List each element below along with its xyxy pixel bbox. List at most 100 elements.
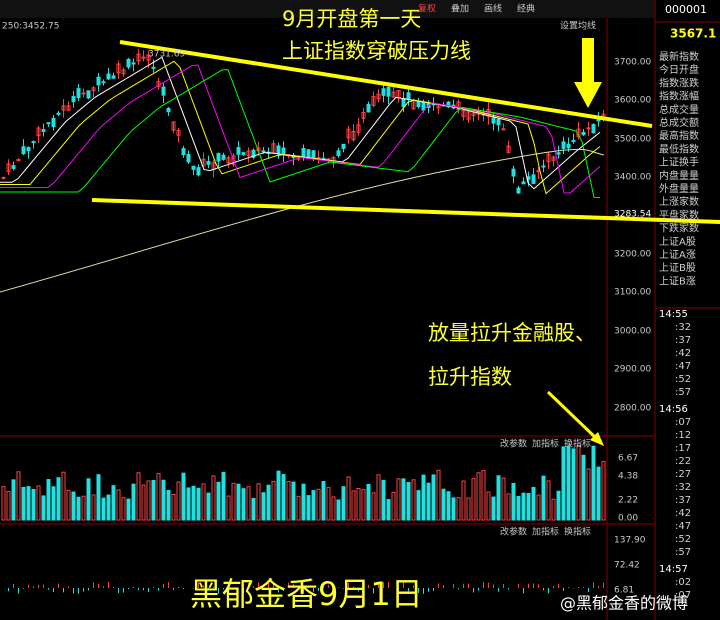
candle <box>356 124 361 133</box>
volume-bar <box>366 483 371 521</box>
tool: 改参数 <box>500 526 527 538</box>
candle <box>56 112 61 115</box>
axis-label: 3100.00 <box>614 288 651 298</box>
ma-line <box>0 148 605 293</box>
axis-label: 2.22 <box>618 496 638 506</box>
volume-bar <box>66 489 71 521</box>
volume-bar <box>171 493 176 521</box>
candle <box>181 148 186 156</box>
axis-label: 3000.00 <box>614 327 651 337</box>
volume-bar <box>526 492 531 521</box>
tool: 加指标 <box>532 526 559 538</box>
volume-bar <box>96 474 101 521</box>
tick-time: :42 <box>675 348 691 359</box>
candle <box>281 147 286 155</box>
volume-bar <box>241 488 246 521</box>
candle <box>136 53 141 62</box>
tick-time: :07 <box>675 590 691 601</box>
volume-bar <box>316 488 321 521</box>
volume-bar <box>406 482 411 521</box>
candle <box>231 155 236 165</box>
support-line <box>91 198 720 224</box>
tick-time: :57 <box>675 387 691 398</box>
annotation: 9月开盘第一天 <box>282 7 421 31</box>
volume-bar <box>416 490 421 521</box>
candle <box>571 139 576 143</box>
volume-bar <box>126 498 131 521</box>
volume-bar <box>556 490 561 521</box>
field: 最新指数 <box>659 50 699 63</box>
candle <box>111 75 116 79</box>
volume-bar <box>481 470 486 521</box>
candle <box>446 101 451 108</box>
candle <box>81 92 86 95</box>
volume-bar <box>511 482 516 521</box>
candle <box>391 91 396 98</box>
volume-bar <box>321 481 326 521</box>
candle <box>46 122 51 125</box>
candle <box>366 104 371 113</box>
volume-bar <box>401 478 406 521</box>
tick-time: :52 <box>675 534 691 545</box>
candle <box>221 154 226 160</box>
candle <box>276 145 281 154</box>
volume-bar <box>121 497 126 521</box>
volume-bar <box>591 445 596 521</box>
axis-label: 3400.00 <box>614 173 651 183</box>
candle <box>86 90 91 99</box>
price: 3567.1 <box>670 27 716 41</box>
volume-bar <box>546 480 551 521</box>
volume-bar <box>521 492 526 521</box>
resistance-line <box>119 40 653 128</box>
field: 上证A涨 <box>659 249 696 261</box>
candle <box>106 73 111 80</box>
candle <box>51 117 56 128</box>
volume-bar <box>151 479 156 521</box>
volume-bar <box>21 486 26 521</box>
field: 上证B涨 <box>659 275 696 287</box>
candle <box>11 165 16 169</box>
candle <box>311 150 316 159</box>
candle <box>161 86 166 96</box>
volume-bar <box>11 479 16 521</box>
volume-bar <box>431 474 436 521</box>
candle <box>596 119 601 122</box>
candle <box>121 69 126 75</box>
volume-bar <box>296 495 301 521</box>
volume-bar <box>371 492 376 521</box>
candle <box>336 150 341 157</box>
axis-label: 3200.00 <box>614 250 651 260</box>
candle <box>156 81 161 87</box>
axis-label: 2900.00 <box>614 365 651 375</box>
candle <box>191 165 196 170</box>
candle <box>196 167 201 176</box>
volume-bar <box>461 480 466 521</box>
volume-bar <box>56 477 61 521</box>
volume-bar <box>541 475 546 521</box>
volume-bar <box>16 471 21 521</box>
tick-time: :47 <box>675 361 691 372</box>
volume-bar <box>76 496 81 521</box>
volume-bar <box>501 477 506 521</box>
volume-bar <box>356 487 361 521</box>
tick-time: :47 <box>675 521 691 532</box>
candle <box>516 187 521 194</box>
volume-bar <box>536 494 541 521</box>
volume-bar <box>61 471 66 521</box>
candle <box>31 141 36 144</box>
candle <box>246 150 251 157</box>
candle <box>36 127 41 137</box>
volume-bar <box>221 471 226 521</box>
volume-bar <box>116 489 121 521</box>
candle <box>381 88 386 96</box>
ma-label: 250:3452.75 <box>2 22 59 32</box>
volume-bar <box>326 486 331 521</box>
tick-time: :37 <box>675 335 691 346</box>
candle <box>176 129 181 136</box>
tick-time: :12 <box>675 430 691 441</box>
volume-bar <box>446 491 451 521</box>
candle <box>6 163 11 173</box>
candle <box>26 147 31 152</box>
volume-bar <box>576 444 581 521</box>
volume-bar <box>376 474 381 521</box>
